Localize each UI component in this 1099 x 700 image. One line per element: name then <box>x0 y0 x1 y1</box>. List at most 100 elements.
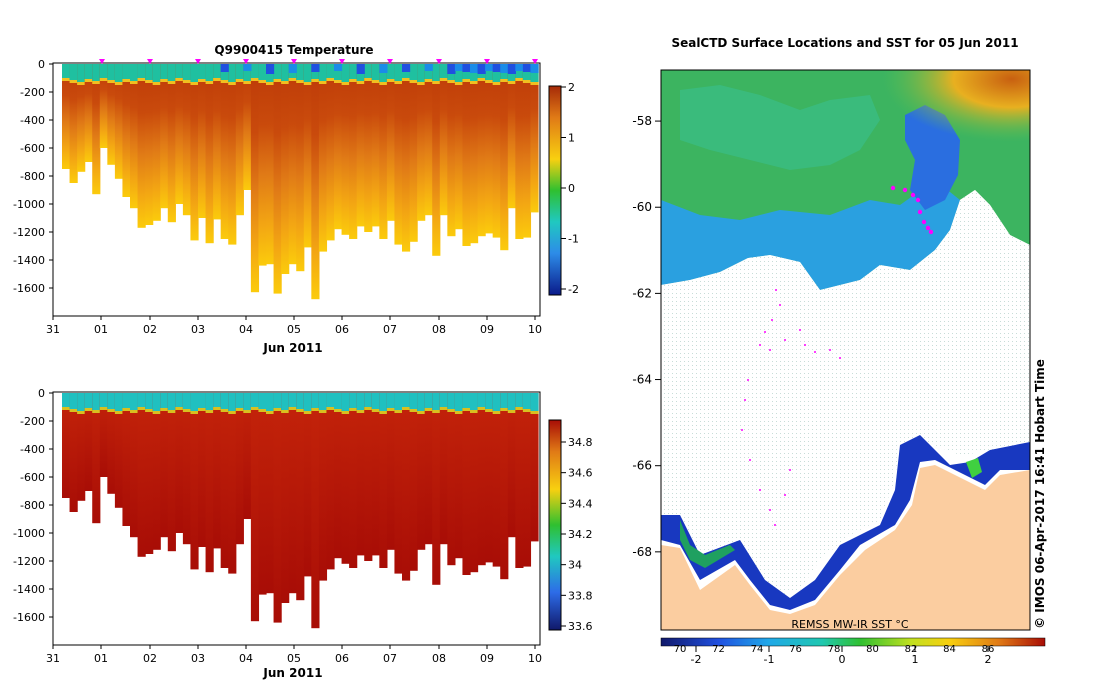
thermocline-layer <box>485 409 494 412</box>
profile-column <box>228 64 237 245</box>
salinity-colorbar-ticks: 34.8 34.6 34.4 34.2 34 33.8 33.6 <box>561 436 593 633</box>
colorbar-tick-label: 34.2 <box>568 528 593 541</box>
profile-column <box>77 64 86 172</box>
surface-layer <box>470 393 479 410</box>
thermocline-layer <box>69 409 78 412</box>
thermocline-layer <box>228 411 237 414</box>
profile-column <box>470 393 479 573</box>
surface-layer <box>84 64 93 79</box>
profile-column <box>530 393 539 542</box>
colorbar-fahrenheit-label: 76 <box>789 644 802 655</box>
x-tick-label: 08 <box>432 652 446 665</box>
temperature-frame <box>52 62 541 317</box>
profile-column <box>137 64 146 228</box>
profile-column <box>341 393 350 564</box>
cold-surface-cell <box>515 64 524 71</box>
surface-layer <box>439 393 448 407</box>
colorbar-tick-label: 34.4 <box>568 497 593 510</box>
profile-column <box>356 64 365 227</box>
profile-column <box>507 393 516 538</box>
surface-layer <box>454 64 464 82</box>
surface-layer <box>447 393 456 409</box>
surface-layer <box>205 64 214 81</box>
track-point <box>764 331 766 333</box>
thermocline-layer <box>364 407 373 410</box>
surface-layer <box>386 393 396 408</box>
temperature-panel: Q9900415 Temperature 0 -200 -400 -600 -800 -1… <box>13 43 579 355</box>
profile-column <box>130 64 139 209</box>
colorbar-tick-label: 34.6 <box>568 467 593 480</box>
y-tick-label: -600 <box>20 142 45 155</box>
profile-column <box>167 393 176 552</box>
cold-surface-cell <box>492 64 501 72</box>
surface-layer <box>130 64 139 81</box>
surface-layer <box>386 64 396 79</box>
x-tick-label: 10 <box>528 323 542 336</box>
coastal-green <box>680 520 735 568</box>
cold-surface-cell <box>470 64 479 73</box>
profile-column <box>417 64 426 221</box>
cold-surface-cell <box>530 64 539 73</box>
profile-column <box>175 393 184 533</box>
lat-tick-label: -60 <box>632 200 652 214</box>
thermocline-layer <box>107 409 116 412</box>
profile-column <box>114 393 124 508</box>
profile-column <box>417 393 426 550</box>
surface-layer <box>77 64 86 82</box>
thermocline-layer <box>198 79 207 82</box>
y-tick-label: 0 <box>38 58 45 71</box>
thermocline-layer <box>409 80 418 83</box>
profile-column <box>492 393 501 567</box>
thermocline-layer <box>409 409 418 412</box>
surface-layer <box>107 64 116 80</box>
profile-column <box>273 393 282 623</box>
track-point <box>890 185 896 191</box>
thermocline-layer <box>530 411 539 414</box>
surface-layer <box>258 393 267 409</box>
temperature-xlabel: Jun 2011 <box>262 341 322 355</box>
profile-column <box>205 64 214 244</box>
colorbar-fahrenheit-label: 84 <box>943 644 956 655</box>
track-point <box>921 219 927 225</box>
profile-column <box>92 393 101 524</box>
profile-column <box>492 64 501 238</box>
surface-layer <box>432 64 441 81</box>
y-tick-label: -800 <box>20 499 45 512</box>
map-colorbar-ticks: 70 72 74 76 78 80 82 84 86-2 -1 0 1 2 <box>674 644 995 666</box>
profile-column <box>122 393 131 526</box>
track-point <box>741 429 743 431</box>
surface-layer <box>122 393 131 408</box>
profile-column <box>349 64 358 239</box>
profile-column <box>77 393 86 501</box>
salinity-profiles <box>62 393 539 629</box>
surface-layer <box>326 64 335 78</box>
sst-map-panel: SealCTD Surface Locations and SST for 05… <box>632 36 1047 666</box>
thermocline-layer <box>470 410 479 413</box>
thermocline-layer <box>522 409 532 412</box>
lat-tick-label: -58 <box>632 114 652 128</box>
profile-column <box>243 393 252 519</box>
surface-layer <box>341 64 350 82</box>
colorbar-tick-label: 33.6 <box>568 620 593 633</box>
thermocline-layer <box>454 411 464 414</box>
thermocline-layer <box>84 408 93 411</box>
surface-layer <box>356 393 365 410</box>
surface-layer <box>303 393 312 411</box>
thermocline-layer <box>190 411 199 414</box>
profile-column <box>107 64 116 165</box>
thermocline-layer <box>485 80 494 83</box>
profile-marker <box>243 59 249 64</box>
thermocline-layer <box>273 408 282 411</box>
track-point <box>804 344 806 346</box>
thermocline-layer <box>220 80 229 83</box>
profile-column <box>296 393 305 601</box>
thermocline-layer <box>235 79 244 82</box>
thermocline-layer <box>288 407 297 410</box>
thermocline-layer <box>145 80 154 83</box>
cold-surface-cell <box>288 64 297 73</box>
thermocline-layer <box>326 407 335 410</box>
surface-layer <box>243 64 252 81</box>
thermocline-layer <box>182 80 192 83</box>
thermocline-layer <box>99 78 108 81</box>
thermocline-layer <box>266 82 275 85</box>
